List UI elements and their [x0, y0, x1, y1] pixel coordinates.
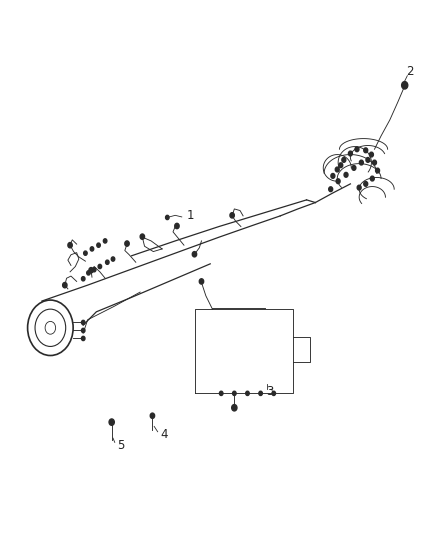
Circle shape [370, 176, 374, 181]
Circle shape [68, 243, 72, 248]
Text: 5: 5 [117, 439, 124, 451]
Circle shape [246, 391, 249, 395]
Circle shape [90, 247, 94, 251]
Circle shape [140, 234, 145, 239]
Circle shape [336, 179, 340, 183]
Circle shape [364, 148, 367, 153]
Circle shape [97, 243, 100, 247]
Circle shape [366, 158, 370, 163]
Circle shape [106, 260, 109, 264]
Circle shape [98, 264, 102, 269]
Circle shape [125, 241, 129, 246]
Circle shape [336, 167, 339, 172]
Text: 4: 4 [160, 428, 168, 441]
Circle shape [111, 257, 115, 261]
Circle shape [339, 163, 343, 168]
Text: 2: 2 [406, 66, 413, 78]
Circle shape [109, 419, 114, 425]
Circle shape [359, 160, 363, 165]
Circle shape [344, 172, 348, 177]
Circle shape [259, 391, 262, 395]
Circle shape [219, 391, 223, 395]
Circle shape [328, 187, 333, 191]
Circle shape [81, 320, 85, 325]
Circle shape [63, 282, 67, 288]
Circle shape [81, 336, 85, 341]
Circle shape [81, 328, 85, 333]
Circle shape [342, 158, 346, 163]
Circle shape [357, 185, 361, 190]
Circle shape [331, 173, 335, 178]
Text: 1: 1 [187, 209, 194, 222]
Circle shape [87, 271, 90, 275]
Circle shape [364, 181, 367, 187]
Circle shape [103, 239, 107, 243]
Circle shape [369, 152, 373, 157]
Text: 3: 3 [266, 385, 273, 398]
Circle shape [352, 165, 356, 171]
Circle shape [84, 251, 87, 255]
Circle shape [375, 168, 379, 173]
Circle shape [150, 413, 155, 418]
Circle shape [192, 252, 197, 257]
Circle shape [272, 391, 276, 395]
Circle shape [355, 147, 359, 152]
Circle shape [81, 277, 85, 281]
Circle shape [230, 213, 234, 218]
Circle shape [233, 391, 236, 395]
Circle shape [402, 82, 408, 89]
Circle shape [232, 405, 237, 411]
Circle shape [349, 151, 352, 156]
Circle shape [175, 223, 179, 229]
Circle shape [199, 279, 204, 284]
Circle shape [92, 268, 96, 272]
Circle shape [372, 160, 376, 165]
Circle shape [89, 268, 93, 273]
Circle shape [166, 215, 169, 220]
